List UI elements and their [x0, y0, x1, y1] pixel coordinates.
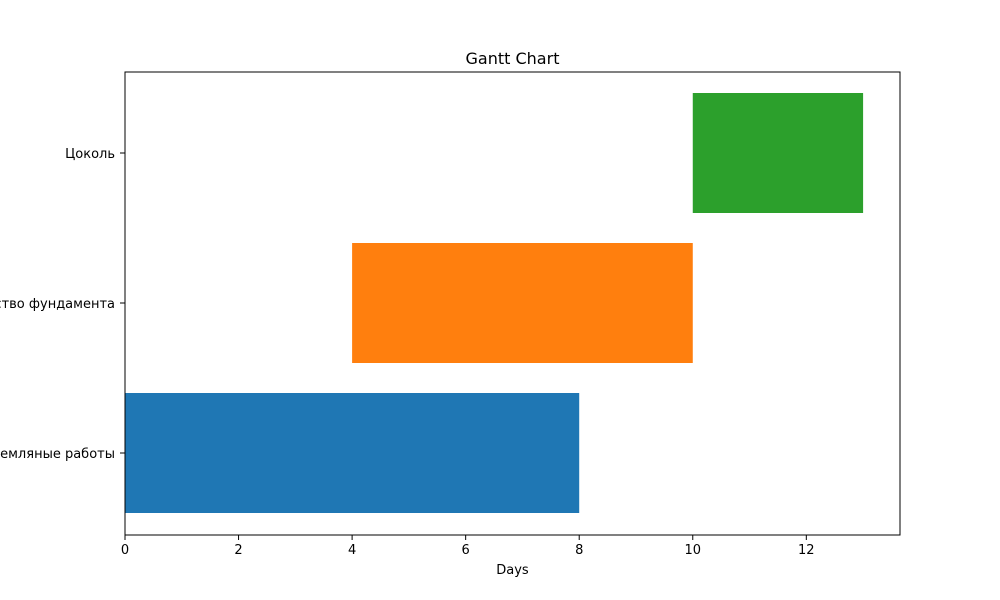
x-axis: 0 2 4 6 8 10 12 [121, 535, 815, 558]
x-tick-label: 2 [234, 543, 242, 558]
y-axis: Земляные работы Устройство фундамента Цоко… [0, 147, 125, 462]
task-bar [692, 93, 864, 213]
x-tick-label: 8 [575, 543, 583, 558]
y-tick-label: Цоколь [65, 147, 115, 162]
x-tick-label: 12 [798, 543, 815, 558]
chart-title: Gantt Chart [466, 49, 560, 68]
y-tick-label: Устройство фундамента [0, 297, 115, 312]
y-tick-label: Земляные работы [0, 447, 115, 462]
x-tick-label: 0 [121, 543, 129, 558]
bars-layer [125, 93, 864, 513]
x-tick-label: 4 [348, 543, 356, 558]
x-tick-label: 10 [684, 543, 701, 558]
x-axis-title: Days [496, 563, 529, 578]
task-bar [125, 393, 580, 513]
task-bar [352, 243, 693, 363]
x-tick-label: 6 [462, 543, 470, 558]
